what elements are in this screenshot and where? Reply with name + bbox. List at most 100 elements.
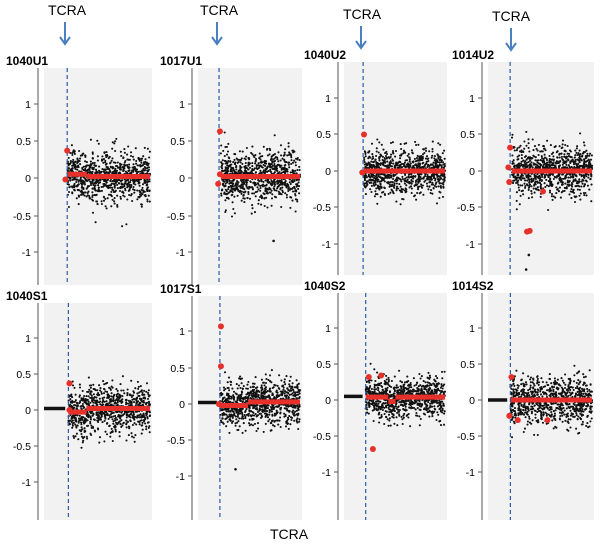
data-point — [93, 399, 96, 402]
data-point — [67, 190, 71, 194]
data-point — [102, 380, 105, 383]
data-point — [141, 428, 144, 431]
data-point — [236, 194, 239, 197]
data-point — [119, 414, 122, 417]
data-point — [129, 151, 133, 154]
data-point — [248, 197, 252, 200]
data-point — [132, 401, 136, 404]
data-point — [76, 404, 79, 407]
data-point — [268, 153, 271, 156]
data-point — [128, 193, 131, 197]
data-point — [268, 191, 271, 194]
data-point — [222, 422, 225, 425]
data-point — [549, 144, 552, 147]
data-point — [232, 161, 235, 164]
y-tick-label: 0 — [469, 166, 475, 178]
data-point — [388, 181, 392, 184]
data-point — [105, 151, 108, 154]
data-point — [125, 416, 128, 419]
data-point — [123, 185, 126, 188]
data-point — [270, 197, 274, 200]
data-point — [418, 192, 421, 195]
data-point — [72, 149, 75, 152]
data-point — [133, 166, 136, 169]
data-point — [290, 179, 293, 183]
data-point — [373, 184, 376, 187]
data-point — [120, 401, 123, 404]
data-point — [234, 424, 237, 427]
data-point — [99, 387, 102, 390]
data-point — [221, 188, 224, 191]
data-point — [140, 194, 143, 197]
data-point — [368, 181, 371, 185]
data-point — [142, 167, 145, 170]
data-point — [425, 162, 428, 165]
data-point — [280, 193, 283, 196]
data-point — [423, 151, 426, 155]
data-point — [235, 157, 238, 160]
data-point — [578, 159, 581, 162]
data-point — [380, 143, 383, 146]
data-point — [248, 172, 251, 175]
data-point — [273, 180, 276, 183]
data-point — [524, 179, 527, 182]
data-point — [422, 165, 425, 168]
data-point — [441, 152, 444, 155]
data-point — [575, 185, 578, 188]
data-point — [230, 182, 233, 185]
data-point — [581, 182, 584, 185]
data-point — [388, 185, 391, 188]
data-point — [442, 175, 445, 178]
data-point — [233, 195, 236, 198]
data-point — [410, 175, 413, 178]
data-point — [379, 153, 382, 156]
data-point — [110, 392, 113, 395]
data-point — [389, 155, 392, 158]
data-point — [230, 397, 233, 400]
data-point — [549, 164, 552, 167]
data-point — [283, 381, 286, 384]
data-point — [257, 166, 261, 169]
data-point — [575, 195, 578, 198]
y-tick-label: 1 — [25, 333, 31, 345]
data-point — [518, 150, 522, 153]
data-point — [292, 151, 295, 154]
data-point — [79, 176, 82, 179]
data-point — [430, 156, 433, 159]
data-point — [265, 162, 268, 165]
data-point — [435, 181, 438, 184]
data-point — [570, 166, 573, 169]
data-point — [284, 192, 287, 195]
data-point — [115, 402, 118, 405]
data-point — [375, 150, 378, 153]
data-point — [244, 170, 247, 173]
data-point — [399, 157, 402, 160]
data-point — [117, 398, 120, 401]
data-point — [528, 180, 531, 183]
data-point — [395, 200, 398, 203]
data-point — [241, 187, 244, 190]
data-point — [143, 389, 146, 392]
data-point — [146, 397, 150, 400]
data-point — [136, 380, 139, 383]
data-point — [234, 161, 237, 164]
y-tick-label: -0.5 — [313, 202, 331, 214]
data-point — [271, 164, 274, 168]
data-point — [413, 184, 416, 187]
highlight-point — [506, 178, 513, 185]
data-point — [577, 181, 580, 184]
data-point — [583, 144, 586, 147]
data-point — [428, 150, 431, 153]
data-point — [580, 185, 583, 188]
data-point — [568, 193, 571, 196]
data-point — [534, 183, 537, 186]
data-point — [145, 162, 148, 165]
data-point — [298, 159, 301, 162]
data-point — [590, 154, 593, 157]
data-point — [376, 193, 379, 196]
data-point — [251, 153, 254, 156]
data-point — [77, 180, 80, 183]
data-point — [434, 160, 438, 163]
data-point — [80, 421, 83, 424]
data-point — [234, 415, 237, 418]
